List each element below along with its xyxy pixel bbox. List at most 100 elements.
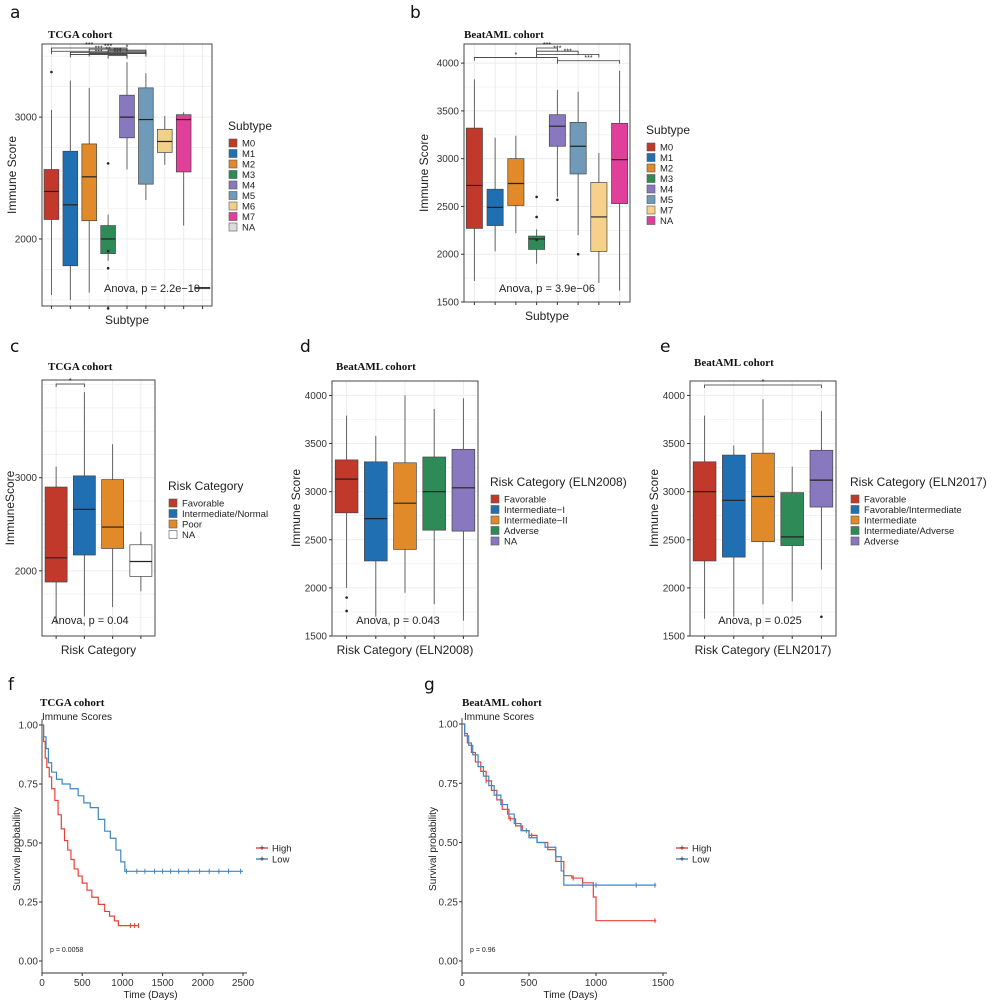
legend-swatch: [646, 216, 656, 225]
y-tick-label: 0.00: [19, 957, 39, 968]
y-tick-label: 4000: [437, 59, 460, 70]
legend-item: Adverse: [864, 537, 899, 548]
panel-label: f: [8, 675, 15, 695]
box-body: [175, 114, 192, 173]
box-body: [507, 158, 525, 206]
box-body: [722, 454, 746, 558]
panel-label: g: [424, 675, 435, 695]
box-body: [465, 127, 483, 229]
legend-swatch: [228, 201, 238, 211]
panel-b: b BeatAML cohort 1500 2000 2500 3000 3500 4000 *…: [410, 3, 690, 323]
bracket-label: ***: [85, 42, 93, 49]
anova-text: Anova, p = 2.2e−10: [104, 283, 200, 295]
significance-bracket: ***: [88, 43, 128, 53]
box-M7: [175, 112, 192, 226]
bracket-line: [473, 57, 558, 61]
box-Favorable: [692, 415, 717, 619]
legend: Risk Category (ELN2017) FavorableFavorabl…: [850, 475, 987, 548]
panel-label: b: [410, 3, 421, 23]
y-axis-label: Survival probability: [428, 807, 439, 891]
box-body: [129, 544, 153, 577]
legend-item: Low: [272, 855, 290, 866]
legend-item: M4: [660, 185, 673, 196]
box-M1: [486, 137, 504, 252]
outlier-point: [345, 596, 348, 599]
box-body: [780, 492, 804, 546]
significance-bracket: ***: [556, 55, 621, 64]
outlier-point: [106, 266, 110, 270]
box-body: [138, 87, 154, 185]
x-axis-label: Time (Days): [543, 990, 597, 1000]
series-Low: [42, 724, 243, 874]
x-axis-label: Risk Category (ELN2008): [337, 643, 474, 657]
box-M0: [465, 79, 483, 281]
significance-bracket: *: [473, 52, 558, 61]
panel-f: f TCGA cohort 0.00 0.25 0.50 0.75 1.00 0 500 1000…: [8, 675, 292, 1000]
box-Intermediate/Normal: [73, 392, 96, 617]
box-M5: [138, 73, 154, 200]
box-body: [611, 122, 629, 204]
x-tick-label: 0: [459, 978, 465, 989]
legend-item: M0: [660, 143, 673, 154]
box-M1: [62, 80, 79, 300]
y-tick-label: 1.00: [19, 721, 39, 732]
legend-item: M2: [660, 164, 673, 175]
x-axis-label: Subtype: [525, 309, 569, 323]
panel-title: BeatAML cohort: [464, 29, 544, 41]
y-tick-label: 3500: [305, 439, 328, 450]
significance-bracket: ***: [88, 48, 147, 57]
y-tick-label: 4000: [663, 391, 686, 402]
legend-item: M0: [242, 139, 255, 150]
box-body: [809, 449, 834, 508]
bracket-line: [107, 55, 128, 59]
outlier-point: [535, 215, 538, 219]
legend-item: Poor: [182, 520, 202, 531]
legend-swatch: [646, 205, 656, 215]
legend-swatch: [850, 515, 860, 525]
legend-title: Subtype: [228, 119, 272, 133]
box-body: [451, 448, 476, 532]
legend-swatch: [228, 222, 238, 232]
box-body: [44, 486, 68, 583]
box-body: [62, 150, 79, 267]
x-axis-label: Risk Category (ELN2017): [695, 643, 832, 657]
box-NA: [451, 398, 476, 621]
bracket-label: **: [105, 47, 111, 54]
legend-item: M6: [242, 202, 255, 213]
x-tick-label: 2500: [232, 978, 255, 989]
legend-swatch: [646, 153, 656, 162]
y-tick-label: 3500: [437, 106, 460, 117]
y-tick-label: 0.50: [439, 838, 459, 849]
anova-text: Anova, p = 0.043: [356, 615, 439, 627]
legend-item: Intermediate/Adverse: [864, 526, 954, 537]
box-Adverse: [422, 408, 446, 605]
legend-item: M7: [660, 206, 673, 217]
series-High: [42, 724, 139, 929]
box-NA: [194, 287, 211, 290]
bracket-line: [556, 60, 621, 64]
box-Intermediate−I: [364, 435, 388, 617]
y-tick-label: 0.25: [439, 897, 459, 908]
legend-swatch: [646, 163, 656, 173]
box-M3: [528, 195, 546, 264]
legend-item: Intermediate/Normal: [182, 509, 268, 520]
significance-bracket: ***: [536, 45, 579, 55]
legend-swatch: [646, 184, 656, 194]
x-tick-label: 0: [39, 978, 45, 989]
x-tick-label: 1000: [585, 978, 608, 989]
bracket-label: ***: [553, 45, 561, 52]
bracket-line: [536, 53, 600, 58]
bracket-label: ***: [543, 42, 551, 49]
panel-label: c: [10, 337, 19, 357]
p-value-text: p = 0.0058: [50, 947, 83, 954]
y-tick-label: 2000: [15, 234, 38, 245]
y-tick-label: 0.50: [19, 839, 39, 850]
y-tick-label: 4000: [305, 391, 328, 402]
legend-item: NA: [242, 223, 256, 234]
y-axis-label: ImmuneScore: [3, 470, 17, 545]
y-axis-label: Immune Score: [647, 469, 661, 547]
y-tick-label: 0.00: [439, 957, 459, 968]
significance-bracket: ***: [536, 42, 558, 51]
